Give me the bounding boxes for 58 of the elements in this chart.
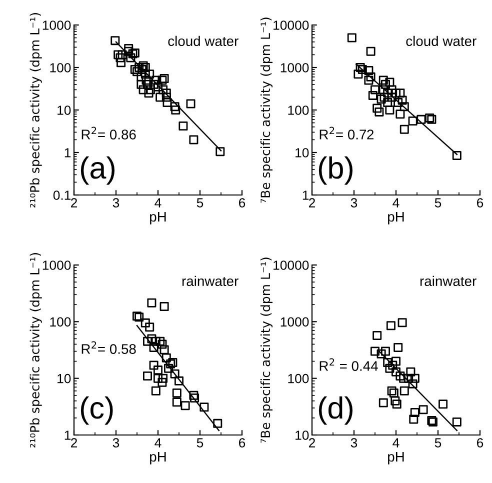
y-tick-label: 1000 (42, 20, 71, 30)
y-tick-label: 100 (50, 317, 71, 327)
x-tick-label: 2 (308, 198, 316, 208)
y-axis-title: ²¹⁰Pb specific activity (dpm L⁻¹) (30, 13, 42, 208)
annotation: R$^{2}$ = 0.44 (320, 358, 378, 371)
y-tick-label: 10 (58, 374, 71, 384)
x-tick-label: 3 (112, 198, 120, 208)
x-tick-label: 2 (70, 198, 78, 208)
x-tick-label: 4 (154, 198, 162, 208)
x-tick-label: 3 (350, 198, 358, 208)
y-tick-label: 100 (50, 63, 71, 72)
x-tick-label: 6 (239, 438, 246, 448)
x-axis-title: pH (388, 452, 404, 464)
annotation: (c) (80, 396, 113, 425)
x-tick-label: 2 (308, 438, 316, 448)
annotation: (d) (318, 396, 352, 425)
y-axis-title: ⁷Be specific activity (dpm L⁻¹) (260, 258, 273, 443)
x-tick-label: 4 (392, 438, 400, 448)
x-tick-label: 6 (477, 198, 484, 208)
annotation: R$^{2}$= 0.58 (82, 341, 136, 354)
x-tick-label: 5 (434, 438, 442, 448)
y-tick-label: 100 (288, 374, 309, 384)
annotation: cloud water (168, 36, 238, 46)
y-axis-title: ²¹⁰Pb specific activity (dpm L⁻¹) (30, 253, 42, 448)
annotation: (a) (80, 156, 114, 185)
annotation: R$^{2}$= 0.72 (320, 126, 374, 140)
annotation: rainwater (182, 276, 238, 286)
y-tick-label: 100 (288, 106, 309, 115)
x-tick-label: 2 (70, 438, 78, 448)
x-tick-label: 4 (154, 438, 162, 448)
x-tick-label: 5 (196, 438, 204, 448)
y-tick-label: 1 (64, 148, 71, 158)
y-tick-label: 1 (302, 190, 309, 200)
x-tick-label: 6 (477, 438, 484, 448)
y-tick-label: 0.1 (53, 190, 71, 200)
x-tick-label: 3 (350, 438, 358, 448)
y-axis-title: ⁷Be specific activity (dpm L⁻¹) (260, 18, 273, 203)
annotation: rainwater (420, 276, 476, 286)
x-tick-label: 5 (196, 198, 204, 208)
x-tick-label: 6 (239, 198, 246, 208)
y-tick-label: 10000 (274, 20, 309, 30)
x-tick-label: 5 (434, 198, 442, 208)
x-tick-label: 3 (112, 438, 120, 448)
x-axis-title: pH (150, 212, 166, 224)
x-axis-title: pH (388, 212, 404, 224)
annotation: (b) (318, 156, 352, 185)
y-tick-label: 1000 (42, 260, 71, 270)
annotation: R$^{2}$= 0.86 (82, 126, 136, 140)
y-tick-label: 10 (296, 430, 309, 440)
y-tick-label: 1000 (280, 63, 309, 72)
x-tick-label: 4 (392, 198, 400, 208)
x-axis-title: pH (150, 452, 166, 464)
y-tick-label: 10 (58, 106, 71, 115)
y-tick-label: 10 (296, 148, 309, 158)
y-tick-label: 10000 (274, 260, 309, 270)
y-tick-label: 1000 (280, 317, 309, 327)
annotation: cloud water (406, 36, 476, 46)
y-tick-label: 1 (64, 430, 71, 440)
